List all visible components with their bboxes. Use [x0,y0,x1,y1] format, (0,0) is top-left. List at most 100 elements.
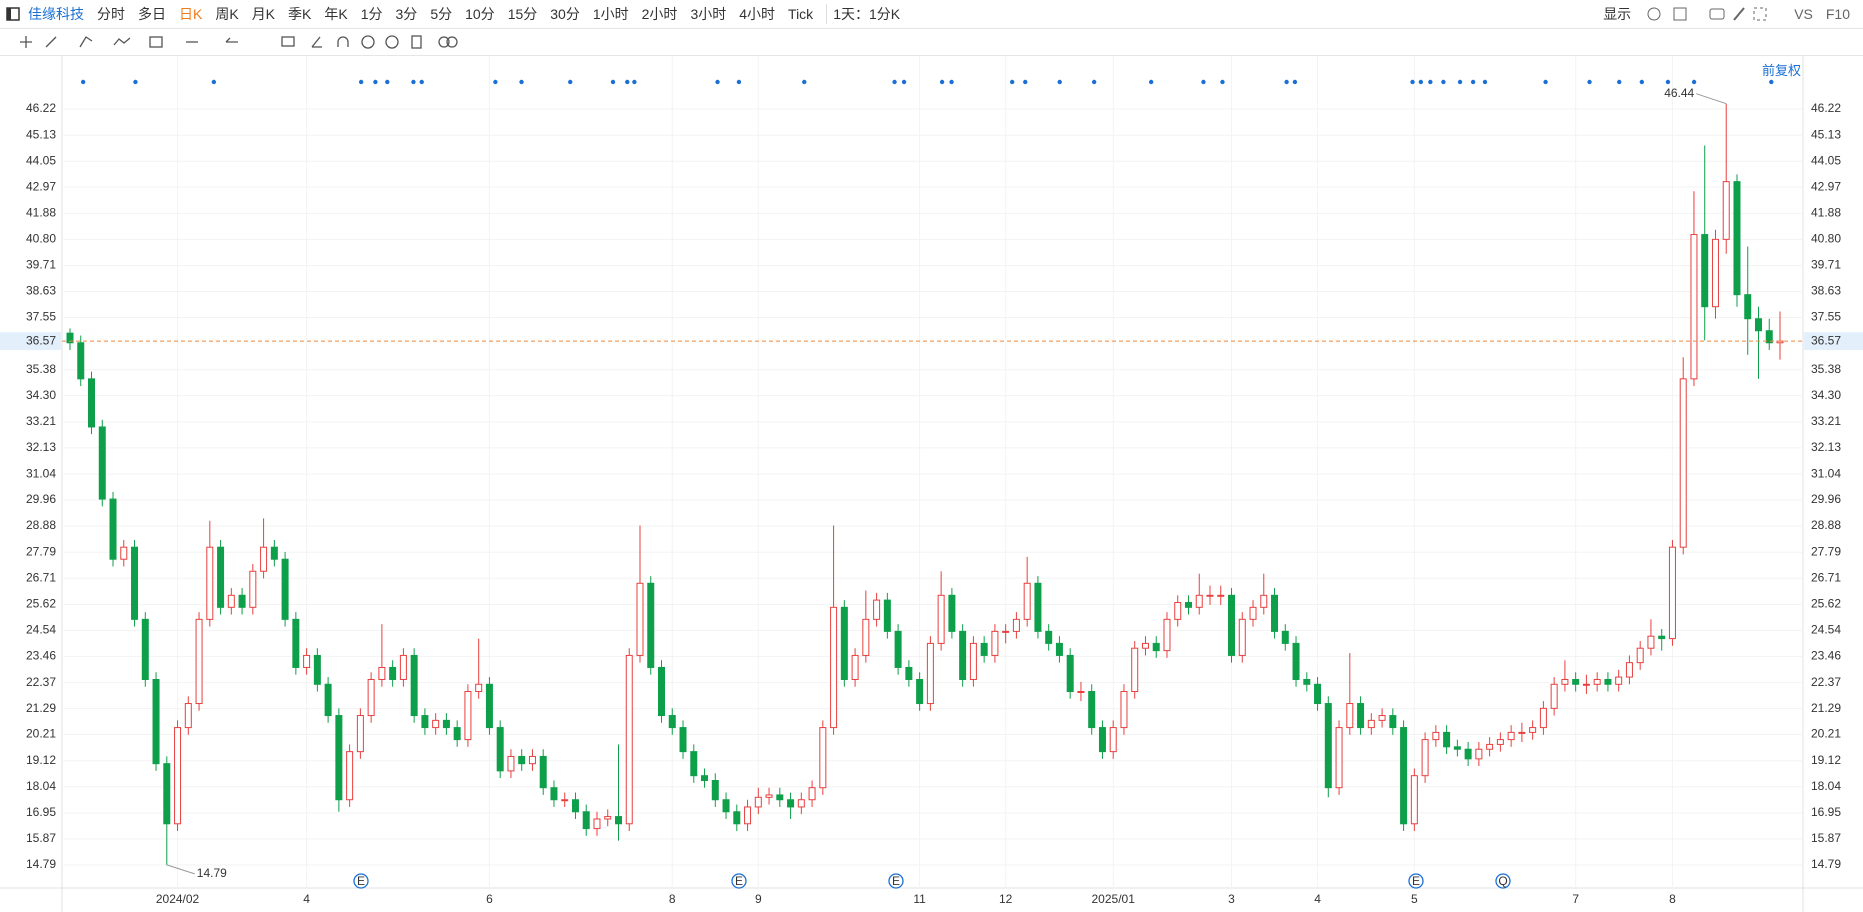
candle-body [1335,727,1343,789]
period-tab[interactable]: 多日 [138,6,166,22]
y-tick-label-right: 34.30 [1811,388,1841,402]
event-dot [610,79,616,85]
candle-body [1184,602,1192,608]
y-tick-label: 27.79 [26,544,56,558]
candle-body [120,546,128,560]
y-tick-label-right: 26.71 [1811,570,1841,584]
period-tab[interactable]: 季K [288,6,312,22]
candle-body [1722,181,1730,240]
y-tick-label-right: 16.95 [1811,805,1841,819]
candle-body [668,715,676,729]
candle-body [1421,739,1429,777]
x-tick-label: 8 [669,892,676,906]
event-dot [419,79,424,85]
interval-select[interactable]: 1天：1分K [826,4,900,24]
candle-body [1658,635,1666,640]
drawing-tools[interactable] [0,29,480,55]
y-tick-label-right: 41.88 [1811,206,1841,220]
candle-body [1733,181,1741,296]
stock-name[interactable]: 佳缘科技 [28,6,84,22]
period-tab[interactable]: 1小时 [592,6,629,22]
y-tick-label: 19.12 [26,753,56,767]
period-tab[interactable]: 5分 [430,6,453,22]
x-tick-label: 5 [1411,892,1418,906]
event-dot [1617,79,1622,85]
candle-body [1217,594,1225,597]
adjust-mode[interactable]: 前复权 [1761,63,1801,78]
period-tab[interactable]: 日K [179,6,203,22]
event-dot [519,79,524,85]
period-tab[interactable]: 2小时 [641,6,678,22]
y-tick-label-right: 45.13 [1811,127,1841,141]
period-tab[interactable]: 3小时 [690,6,727,22]
y-tick-label-right: 15.87 [1811,831,1841,845]
min-label: 14.79 [197,866,227,880]
candle-body [152,678,160,765]
f10-button[interactable]: F10 [1825,6,1850,22]
event-dot [1428,79,1433,85]
candle-body [1593,678,1601,685]
candle-body [1238,618,1246,656]
period-tab[interactable]: 1分 [360,6,383,22]
y-tick-label: 26.71 [26,570,56,584]
y-tick-label: 24.54 [26,623,56,637]
last-price-label: 36.57 [26,333,56,347]
period-tab[interactable]: 3分 [395,6,418,22]
candle-body [571,799,579,813]
candle-body [614,816,622,825]
candle-body [937,594,945,644]
candle-body [88,378,96,428]
y-tick-label: 34.30 [26,388,56,402]
event-dot [385,79,390,85]
event-dot [1023,79,1028,85]
candle-body [1518,731,1526,734]
y-tick-label: 16.95 [26,805,56,819]
period-tab[interactable]: 月K [251,6,276,22]
candle-body [346,751,354,801]
y-tick-label-right: 46.22 [1811,101,1841,115]
y-tick-label-right: 18.04 [1811,779,1841,793]
period-tab[interactable]: 10分 [465,6,495,22]
candle-body [292,618,300,668]
candle-body [744,806,752,825]
event-dot [1543,79,1548,85]
candle-body [98,426,106,500]
candle-body [1324,703,1332,789]
event-dot [568,79,573,85]
y-tick-label: 23.46 [26,649,56,663]
event-dot [1410,79,1415,85]
event-dot [211,79,217,85]
candle-body [1131,647,1139,693]
last-price-box [1804,332,1863,351]
event-dot [1057,79,1062,85]
y-tick-label: 32.13 [26,440,56,454]
candle-body [195,618,203,705]
period-tab[interactable]: 周K [215,6,239,22]
candle-body [658,666,666,717]
period-tab[interactable]: 年K [324,6,348,22]
y-tick-label-right: 44.05 [1811,153,1841,167]
vs-button[interactable]: VS [1794,6,1813,22]
candle-body [184,703,192,729]
y-tick-label-right: 39.71 [1811,258,1841,272]
candle-body [1357,703,1365,729]
y-tick-label: 41.88 [26,206,56,220]
event-dot [1665,79,1671,85]
period-tab[interactable]: 15分 [507,6,538,22]
candle-body [593,818,601,830]
event-dot [411,79,416,85]
period-tab[interactable]: Tick [788,6,814,22]
event-badge [353,873,369,889]
candle-body [1206,594,1214,597]
x-tick-label: 6 [486,892,493,906]
candle-body [1389,715,1397,729]
period-tab[interactable]: 4小时 [739,6,776,22]
display-menu[interactable]: 显示 [1603,6,1632,22]
period-tab[interactable]: 30分 [550,6,580,22]
event-dot [1639,79,1645,85]
period-tab[interactable]: 分时 [97,6,125,22]
y-tick-label-right: 21.29 [1811,701,1841,715]
sidebar-icon[interactable] [0,0,28,28]
